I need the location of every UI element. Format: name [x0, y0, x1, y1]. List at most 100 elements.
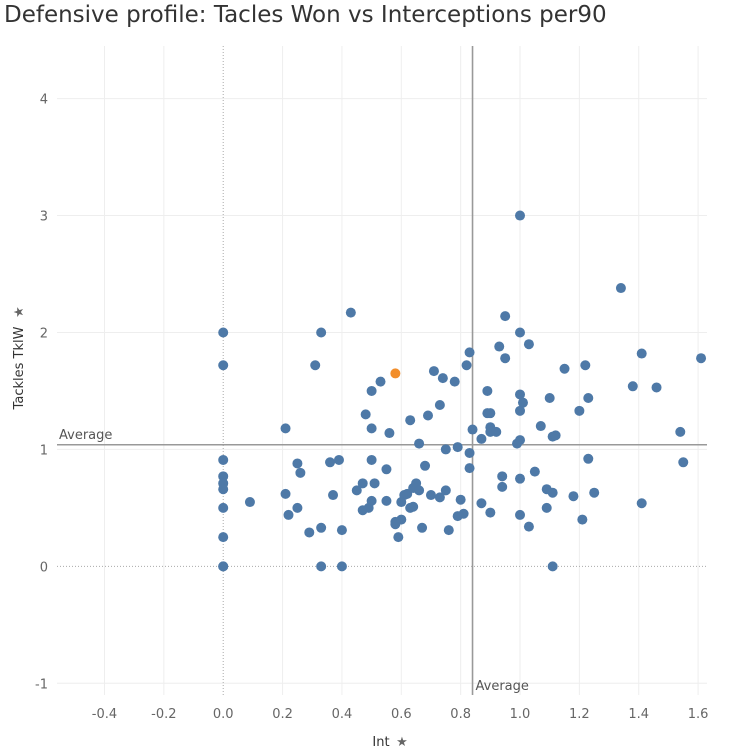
data-point[interactable] [497, 471, 508, 482]
data-point[interactable] [434, 399, 445, 410]
data-point[interactable] [547, 561, 558, 572]
data-point[interactable] [497, 481, 508, 492]
data-point[interactable] [366, 454, 377, 465]
data-point[interactable] [583, 453, 594, 464]
data-point[interactable] [280, 423, 291, 434]
data-point[interactable] [455, 494, 466, 505]
data-point[interactable] [414, 438, 425, 449]
data-point[interactable] [449, 376, 460, 387]
data-point[interactable] [529, 466, 540, 477]
data-point[interactable] [292, 502, 303, 513]
data-point[interactable] [515, 405, 526, 416]
data-point[interactable] [218, 502, 229, 513]
data-point[interactable] [381, 495, 392, 506]
data-point[interactable] [440, 444, 451, 455]
data-point[interactable] [476, 433, 487, 444]
data-point[interactable] [218, 561, 229, 572]
data-point[interactable] [434, 492, 445, 503]
data-point[interactable] [559, 363, 570, 374]
data-point[interactable] [515, 389, 526, 400]
data-point[interactable] [461, 360, 472, 371]
data-point[interactable] [316, 522, 327, 533]
data-point[interactable] [218, 360, 229, 371]
data-point[interactable] [396, 514, 407, 525]
data-point[interactable] [218, 454, 229, 465]
data-point[interactable] [292, 458, 303, 469]
data-point[interactable] [452, 442, 463, 453]
data-point[interactable] [515, 473, 526, 484]
data-point[interactable] [577, 514, 588, 525]
data-point[interactable] [583, 392, 594, 403]
data-point[interactable] [328, 490, 339, 501]
data-point[interactable] [541, 502, 552, 513]
data-point[interactable] [336, 561, 347, 572]
data-point[interactable] [651, 382, 662, 393]
data-point[interactable] [333, 454, 344, 465]
data-point[interactable] [482, 385, 493, 396]
data-point[interactable] [390, 368, 401, 379]
data-point[interactable] [417, 522, 428, 533]
data-point[interactable] [464, 463, 475, 474]
data-point[interactable] [357, 478, 368, 489]
data-point[interactable] [547, 487, 558, 498]
data-point[interactable] [244, 497, 255, 508]
data-point[interactable] [568, 491, 579, 502]
data-point[interactable] [535, 421, 546, 432]
data-point[interactable] [437, 373, 448, 384]
data-point[interactable] [369, 478, 380, 489]
data-point[interactable] [423, 410, 434, 421]
data-point[interactable] [636, 498, 647, 509]
data-point[interactable] [366, 495, 377, 506]
data-point[interactable] [517, 397, 528, 408]
data-point[interactable] [550, 430, 561, 441]
data-point[interactable] [491, 426, 502, 437]
data-point[interactable] [485, 408, 496, 419]
data-point[interactable] [636, 348, 647, 359]
data-point[interactable] [443, 525, 454, 536]
data-point[interactable] [574, 405, 585, 416]
data-point[interactable] [420, 460, 431, 471]
data-point[interactable] [316, 561, 327, 572]
data-point[interactable] [627, 381, 638, 392]
data-point[interactable] [464, 347, 475, 358]
data-point[interactable] [218, 532, 229, 543]
data-point[interactable] [675, 426, 686, 437]
data-point[interactable] [316, 327, 327, 338]
data-point[interactable] [615, 283, 626, 294]
data-point[interactable] [500, 311, 511, 322]
data-point[interactable] [366, 423, 377, 434]
data-point[interactable] [515, 509, 526, 520]
data-point[interactable] [476, 498, 487, 509]
data-point[interactable] [464, 447, 475, 458]
data-point[interactable] [283, 509, 294, 520]
data-point[interactable] [381, 464, 392, 475]
data-point[interactable] [515, 327, 526, 338]
data-point[interactable] [295, 467, 306, 478]
data-point[interactable] [393, 532, 404, 543]
data-point[interactable] [218, 484, 229, 495]
data-point[interactable] [366, 385, 377, 396]
data-point[interactable] [408, 501, 419, 512]
data-point[interactable] [523, 521, 534, 532]
data-point[interactable] [500, 353, 511, 364]
data-point[interactable] [544, 392, 555, 403]
data-point[interactable] [515, 435, 526, 446]
data-point[interactable] [345, 307, 356, 318]
data-point[interactable] [325, 457, 336, 468]
data-point[interactable] [678, 457, 689, 468]
data-point[interactable] [414, 485, 425, 496]
data-point[interactable] [696, 353, 707, 364]
data-point[interactable] [360, 409, 371, 420]
data-point[interactable] [523, 339, 534, 350]
data-point[interactable] [589, 487, 600, 498]
data-point[interactable] [405, 415, 416, 426]
data-point[interactable] [440, 485, 451, 496]
data-point[interactable] [425, 490, 436, 501]
data-point[interactable] [218, 471, 229, 482]
data-point[interactable] [280, 488, 291, 499]
data-point[interactable] [218, 327, 229, 338]
data-point[interactable] [384, 428, 395, 439]
data-points[interactable] [218, 210, 707, 572]
data-point[interactable] [304, 527, 315, 538]
